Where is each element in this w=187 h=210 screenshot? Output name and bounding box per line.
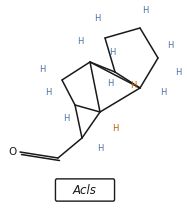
Text: Acls: Acls: [73, 184, 97, 197]
Text: H: H: [45, 88, 51, 97]
Text: H: H: [112, 123, 118, 133]
Text: H: H: [109, 47, 115, 56]
Text: H: H: [160, 88, 166, 97]
FancyBboxPatch shape: [56, 179, 115, 201]
Text: H: H: [77, 38, 83, 46]
Text: H: H: [130, 80, 136, 89]
Text: H: H: [63, 113, 69, 122]
Text: H: H: [175, 67, 181, 76]
Text: H: H: [97, 143, 103, 152]
Text: H: H: [142, 5, 148, 14]
Text: H: H: [107, 79, 113, 88]
Text: O: O: [8, 147, 16, 157]
Text: H: H: [167, 41, 173, 50]
Text: H: H: [39, 66, 45, 75]
Text: H: H: [94, 13, 100, 22]
